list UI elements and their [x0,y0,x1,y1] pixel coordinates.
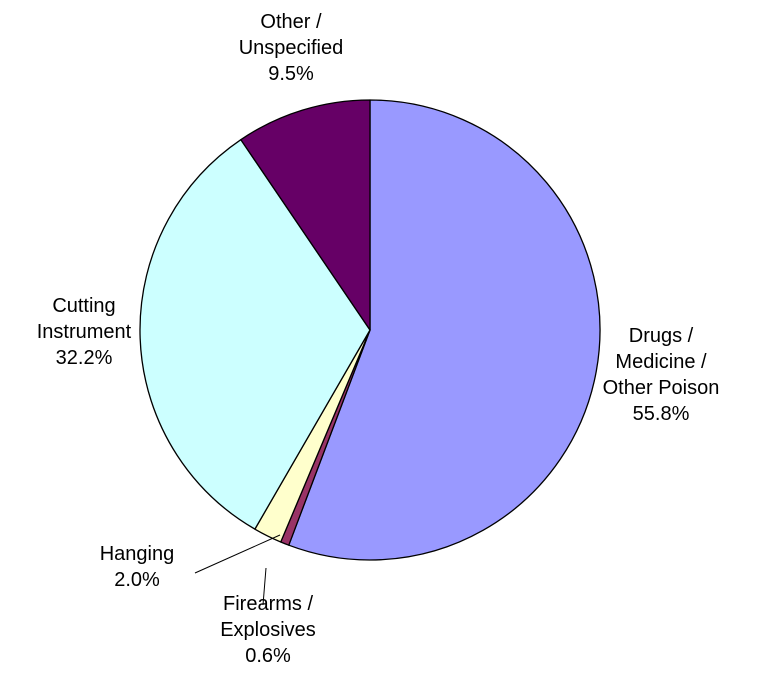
slice-label-line: Drugs / [629,325,694,347]
slice-label-other-unspecified: Other / Unspecified 9.5% [239,11,344,85]
pie-slice-other-unspecified [240,99,371,331]
leader-line-hanging [194,534,281,574]
slice-label-line: Hanging [100,543,175,565]
pie-slice-cutting-instrument [139,139,371,530]
slice-percent: 0.6% [245,645,291,667]
slice-label-line: Explosives [220,619,316,641]
pie-slices [139,99,601,561]
slice-label-firearms-explosives: Firearms / Explosives 0.6% [220,593,316,667]
pie-slice-drugs-medicine-other-poison [288,99,601,561]
leader-lines [194,534,281,606]
slice-percent: 2.0% [114,569,160,591]
slice-percent: 55.8% [633,403,690,425]
slice-label-line: Medicine / [615,351,707,373]
slice-label-line: Other / [260,11,322,33]
slice-label-cutting-instrument: Cutting Instrument 32.2% [37,295,132,369]
slice-label-line: Unspecified [239,37,344,59]
slice-percent: 9.5% [268,63,314,85]
slice-label-drugs-medicine-other-poison: Drugs / Medicine / Other Poison 55.8% [603,325,720,425]
leader-line-firearms-explosives [262,567,267,606]
slice-labels: Drugs / Medicine / Other Poison 55.8% Firear… [37,11,720,667]
slice-label-line: Cutting [52,295,115,317]
slice-label-line: Instrument [37,321,132,343]
slice-label-line: Other Poison [603,377,720,399]
slice-percent: 32.2% [56,347,113,369]
slice-label-line: Firearms / [223,593,313,615]
slice-label-hanging: Hanging 2.0% [100,543,175,591]
